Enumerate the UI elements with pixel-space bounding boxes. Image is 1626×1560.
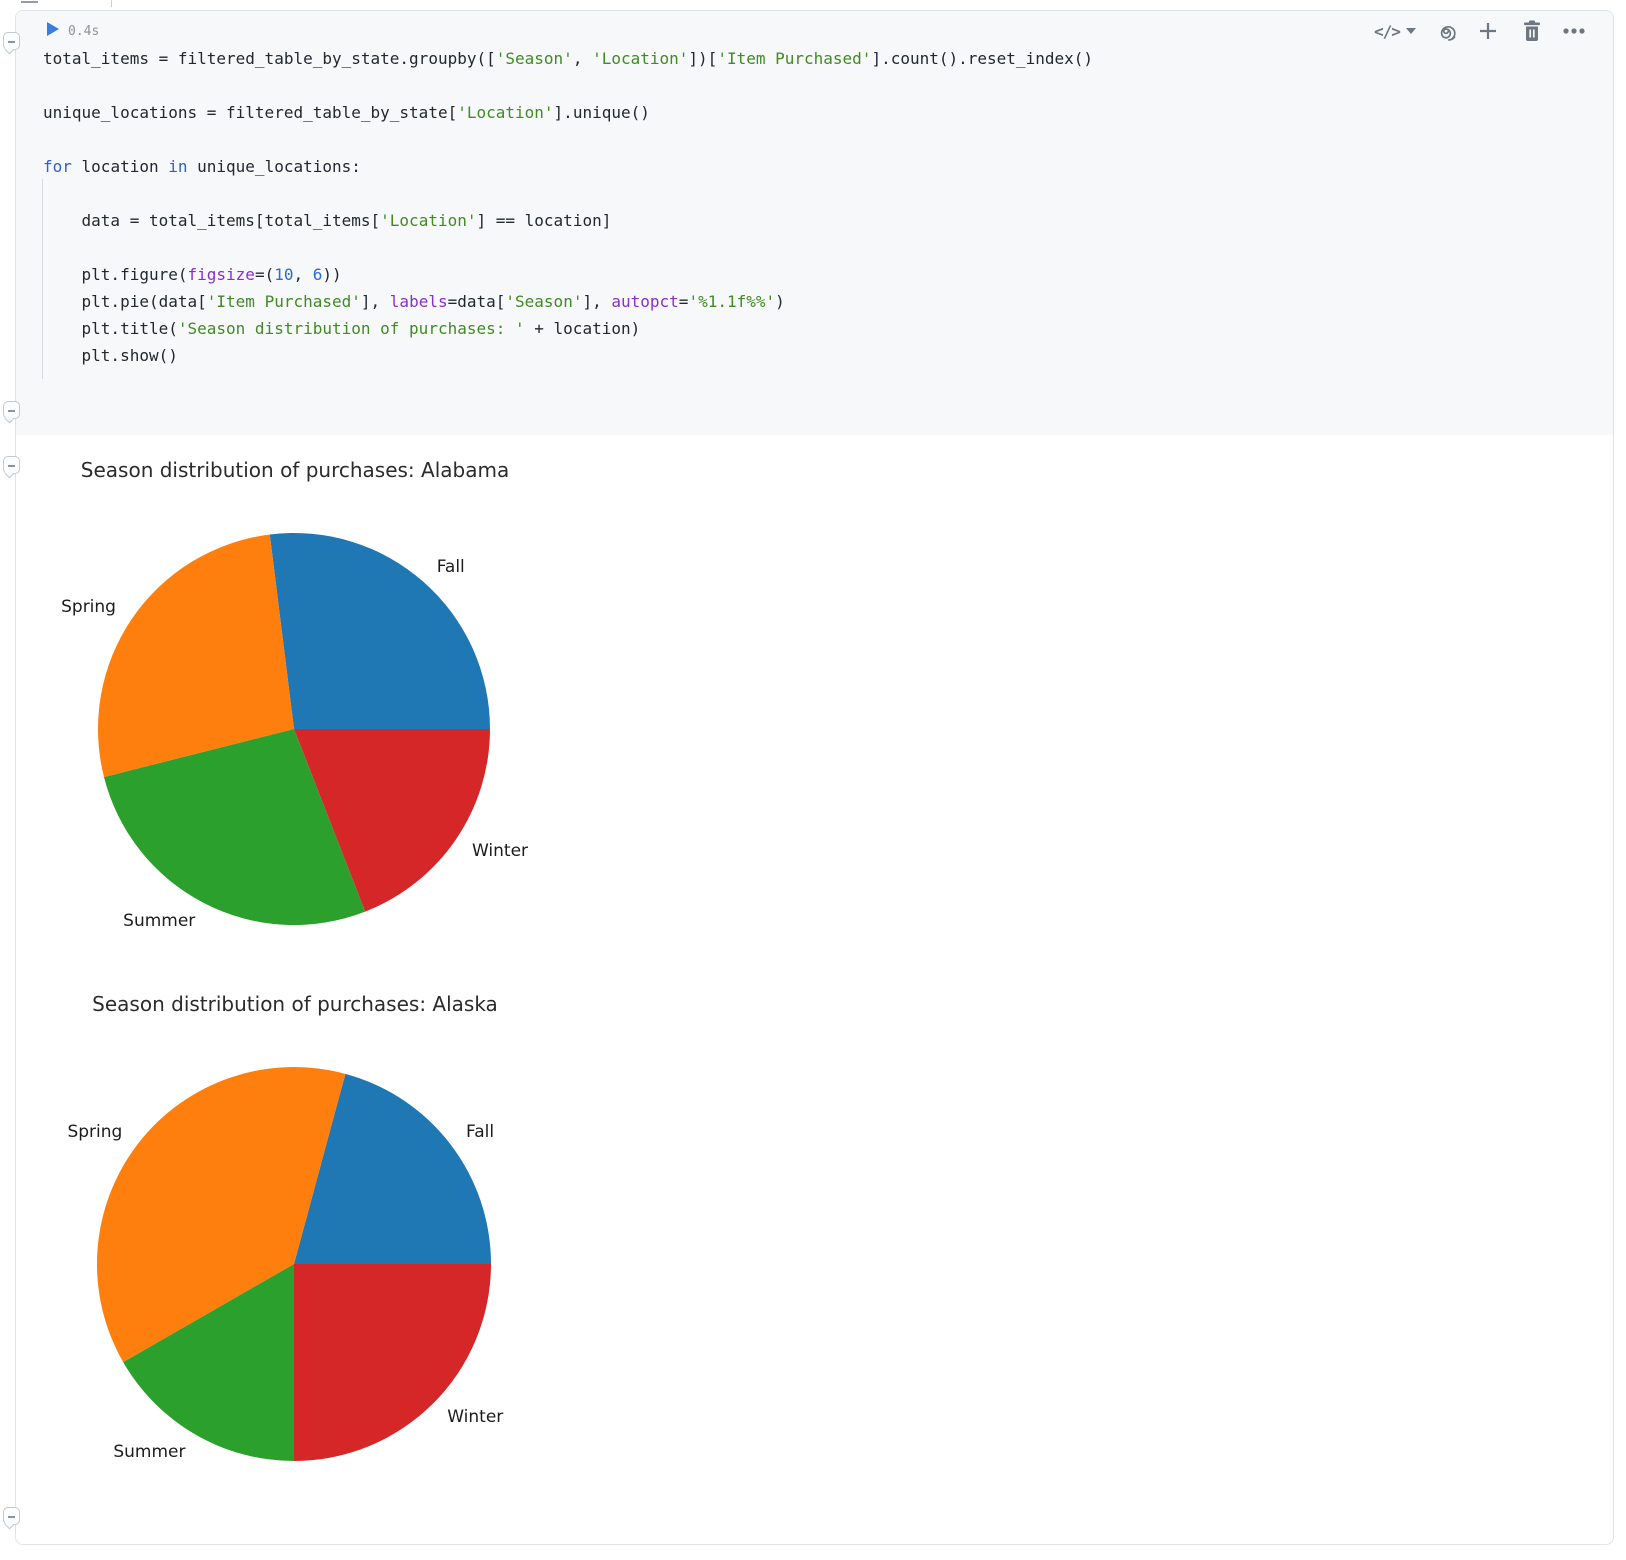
pie-slice-winter — [294, 1264, 491, 1461]
pie-slice-fall — [294, 1073, 491, 1264]
minus-icon — [8, 410, 15, 412]
code-editor[interactable]: total_items = filtered_table_by_state.gr… — [43, 45, 1093, 369]
collapse-output-handle[interactable] — [3, 456, 20, 474]
pie-slice-spring — [97, 534, 294, 778]
ellipsis-icon — [1563, 28, 1585, 34]
pie-label-summer: Summer — [123, 910, 196, 931]
pie-slice-summer — [123, 1264, 294, 1461]
plus-icon — [1480, 23, 1496, 39]
code-line[interactable]: plt.show() — [43, 346, 178, 365]
collapse-code-handle[interactable] — [3, 401, 20, 419]
minus-icon — [8, 41, 15, 43]
code-icon: </> — [1374, 21, 1401, 41]
delete-cell-button[interactable] — [1522, 20, 1542, 42]
collapse-cell-handle[interactable] — [3, 32, 20, 50]
code-line[interactable]: plt.figure(figsize=(10, 6)) — [43, 265, 342, 284]
chart-title: Season distribution of purchases: Alabam… — [80, 458, 510, 482]
pie-label-winter: Winter — [472, 840, 529, 861]
execution-time: 0.4s — [68, 24, 100, 39]
code-line[interactable]: data = total_items[total_items['Location… — [43, 211, 612, 230]
pie-slice-fall — [269, 533, 490, 729]
code-line[interactable]: plt.pie(data['Item Purchased'], labels=d… — [43, 292, 785, 311]
pie-slice-winter — [294, 729, 490, 912]
chart-title: Season distribution of purchases: Alaska — [92, 992, 498, 1016]
generate-button[interactable] — [1435, 20, 1457, 42]
code-cell: 0.4s </> — [16, 11, 1613, 435]
code-line[interactable]: total_items = filtered_table_by_state.gr… — [43, 49, 1093, 68]
more-actions-button[interactable] — [1562, 20, 1586, 42]
cell-language-button[interactable]: </> — [1374, 20, 1416, 42]
code-line[interactable]: for location in unique_locations: — [43, 157, 361, 176]
pie-label-fall: Fall — [436, 557, 465, 578]
run-cell-button[interactable] — [43, 20, 61, 38]
pie-chart — [97, 533, 490, 925]
indent-guide — [42, 179, 43, 379]
chevron-down-icon — [1405, 28, 1416, 34]
pie-label-winter: Winter — [447, 1407, 504, 1428]
previous-cell-tab-edge — [21, 1, 38, 3]
previous-cell-edge — [111, 0, 112, 7]
minus-icon — [8, 1516, 15, 1518]
code-line[interactable]: plt.title('Season distribution of purcha… — [43, 319, 641, 338]
pie-label-spring: Spring — [67, 1121, 123, 1142]
pie-label-summer: Summer — [113, 1441, 186, 1462]
play-icon — [47, 22, 59, 36]
pie-slice-summer — [103, 729, 366, 925]
pie-slice-spring — [96, 1067, 346, 1363]
trash-icon — [1524, 20, 1540, 41]
pie-label-spring: Spring — [61, 597, 116, 618]
spiral-icon — [1440, 25, 1456, 41]
pie-label-fall: Fall — [466, 1122, 495, 1143]
code-line[interactable]: unique_locations = filtered_table_by_sta… — [43, 103, 650, 122]
pie-chart — [96, 1067, 491, 1461]
minus-icon — [8, 465, 15, 467]
collapse-output-end-handle[interactable] — [3, 1507, 20, 1525]
add-cell-button[interactable] — [1478, 20, 1498, 42]
